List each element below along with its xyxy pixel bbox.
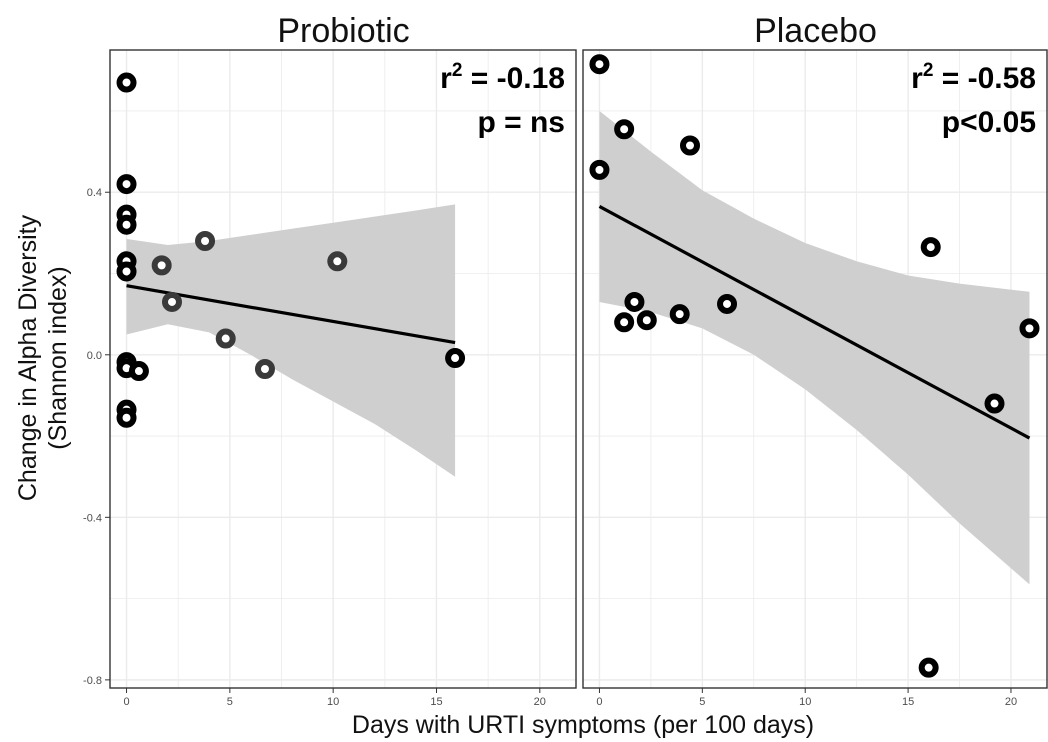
facet-title: Placebo: [754, 12, 877, 50]
x-tick-label: 5: [227, 696, 233, 708]
panel-placebo: Placebo r2 = -0.58 p<0.05 0 5 10 15 20: [582, 12, 1048, 708]
data-point: [679, 135, 700, 156]
p-value-annotation: p<0.05: [942, 106, 1036, 139]
data-point: [717, 293, 738, 314]
data-point: [589, 54, 610, 75]
r-squared-annotation: r2 = -0.58: [911, 60, 1036, 95]
x-tick-label: 20: [1005, 696, 1017, 708]
y-tick-label: -0.8: [83, 675, 102, 687]
data-point: [254, 359, 275, 379]
gridlines: [110, 50, 577, 688]
data-point: [445, 348, 466, 369]
data-point: [589, 159, 610, 180]
data-points: [589, 54, 1040, 678]
data-point: [116, 72, 137, 93]
superscript: 2: [923, 60, 934, 81]
r-squared-value: = -0.58: [933, 62, 1036, 95]
data-point: [614, 312, 635, 333]
x-tick-label: 0: [123, 696, 129, 708]
data-point: [215, 328, 236, 349]
x-tick-label: 10: [327, 696, 339, 708]
data-point: [161, 291, 182, 312]
data-point: [116, 174, 137, 195]
data-point: [116, 407, 137, 428]
x-tick-label: 15: [430, 696, 442, 708]
y-tick-label: 0.4: [87, 187, 102, 199]
data-point: [116, 214, 137, 235]
data-point: [614, 119, 635, 140]
data-point: [669, 304, 690, 325]
data-point: [624, 291, 645, 312]
data-point: [984, 393, 1005, 414]
regression-line: [598, 205, 1031, 440]
data-point: [327, 251, 348, 272]
confidence-band: [599, 110, 1030, 585]
r-squared-value: = -0.18: [462, 62, 565, 95]
panel-border: [109, 49, 577, 689]
data-point: [195, 230, 216, 251]
y-axis-title-line-1: Change in Alpha Diversity: [14, 214, 42, 501]
x-tick-label: 10: [799, 696, 811, 708]
confidence-band: [126, 204, 456, 477]
y-axis-title-line-2: (Shannon index): [44, 266, 72, 449]
p-value-annotation: p = ns: [477, 106, 565, 139]
data-point: [918, 657, 939, 678]
y-tick-label: -0.4: [83, 512, 102, 524]
data-point: [128, 361, 149, 382]
data-point: [920, 237, 941, 258]
x-tick-label: 15: [902, 696, 914, 708]
superscript: 2: [452, 60, 463, 81]
r-squared-symbol: r: [440, 62, 452, 95]
x-axis-title: Days with URTI symptoms (per 100 days): [352, 711, 814, 739]
r-squared-annotation: r2 = -0.18: [440, 60, 565, 95]
data-point: [151, 255, 172, 276]
regression-line: [126, 284, 456, 345]
panel-border: [582, 49, 1048, 689]
facet-title: Probiotic: [277, 12, 409, 50]
data-point: [1019, 318, 1040, 339]
x-tick-label: 5: [699, 696, 705, 708]
data-points: [116, 72, 466, 428]
data-point: [116, 261, 137, 282]
data-point: [636, 310, 657, 331]
panel-probiotic: Probiotic r2 = -0.18 p = ns 0 5 10 15 20: [109, 12, 577, 708]
r-squared-symbol: r: [911, 62, 923, 95]
x-tick-label: 0: [596, 696, 602, 708]
x-tick-label: 20: [534, 696, 546, 708]
y-tick-label: 0.0: [87, 350, 102, 362]
